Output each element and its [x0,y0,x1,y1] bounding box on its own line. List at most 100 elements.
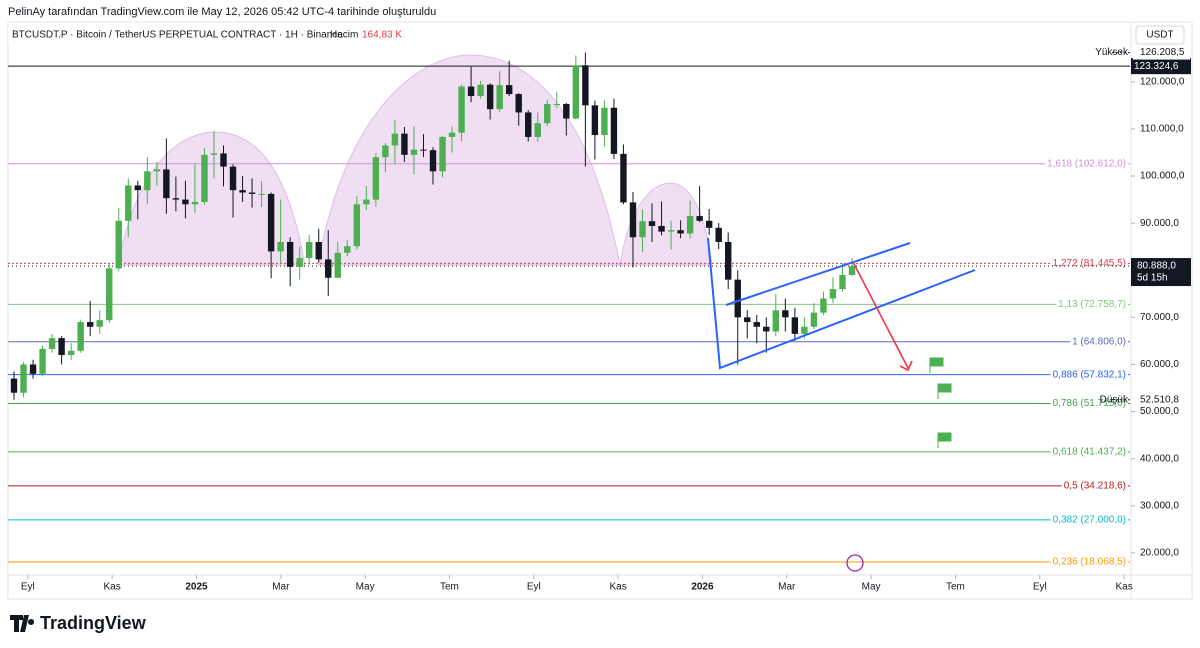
y-tick-label: 50.000,0 [1140,406,1179,417]
fib-group: 1,618 (102.612,0) 1,272 (81.445,5) 1,13 (7… [8,65,1130,568]
y-tick-label: 20.000,0 [1140,548,1179,559]
annotations [707,237,976,572]
candle-body [363,199,370,205]
candle-body [515,94,522,113]
candle-body [744,317,751,323]
candle-body [848,266,856,275]
x-tick-label: Kas [104,582,121,593]
fib-label: 1,13 (72.758,7) [1058,299,1126,310]
candle-body [353,204,361,247]
candle-body [829,289,837,299]
candle-body [382,145,389,158]
candle-body [401,133,408,155]
fib-label: 0,886 (57.832,1) [1053,369,1126,380]
fib-label: 1,618 (102.612,0) [1047,158,1126,169]
channel-upper [725,242,911,306]
high-marker-label: 126.208,5 [1140,47,1185,58]
fib-label: 0,618 (41.437,2) [1053,447,1126,458]
credit: PelinAy tarafından TradingView.com ile M… [8,6,436,18]
candle-body [229,166,237,191]
candle-body [134,185,141,191]
candle-body [544,103,551,124]
brand-logo [10,615,35,632]
candle-body [258,193,265,195]
fib-label-bg [1050,398,1128,410]
y-tick-label: 70.000,0 [1140,312,1179,323]
candle-body [839,274,846,290]
y-tick-label: 110.000,0 [1140,124,1184,135]
candle-body [505,85,513,95]
candle-body [296,257,303,267]
price-box [1131,258,1191,287]
y-tick-label: 30.000,0 [1140,500,1179,511]
candle-body [696,216,703,221]
high-marker-bg [1133,45,1190,60]
candle-body [325,259,332,278]
candle-body [286,241,294,267]
fib-label-bg [1045,158,1128,170]
candle-body [267,193,275,252]
candle-body [163,169,170,199]
candle-body [96,320,103,327]
axis-unit: USDT [1146,30,1173,41]
candle-body [629,202,637,238]
arrow-head [899,360,913,372]
y-tick-label: 40.000,0 [1140,453,1179,464]
volume: 164,83 K [362,30,402,41]
fib-label: 0,5 (34.218,6) [1064,481,1126,492]
y-tick-label: 100.000,0 [1140,171,1185,182]
low-marker-bg [1133,392,1190,407]
y-tick-label: 120.000,0 [1140,76,1185,87]
candle-body [372,157,380,200]
candle-body [467,86,475,96]
flag [937,383,952,393]
x-tick-label: Kas [610,582,627,593]
fib-label-bg [1050,514,1128,526]
candle-body [191,201,199,205]
candle-body [420,149,427,151]
symbol: BTCUSDT.P · Bitcoin / TetherUS PERPETUAL… [12,30,343,41]
event-icon[interactable] [846,554,864,572]
candle-body [782,310,789,318]
fib-label-bg [1056,298,1128,310]
candle-body [144,171,151,191]
candle-body [48,338,56,349]
candle-body [591,105,599,136]
candle-body [801,326,808,334]
y-tick-label: 90.000,0 [1140,218,1179,229]
fib-label-bg [1070,336,1128,348]
fib-label-bg [1050,446,1128,458]
candle-body [525,112,532,137]
flags [929,357,952,448]
candle-body [172,198,180,200]
candle-body [125,185,132,221]
candle-body [563,103,570,119]
candle-body [582,65,589,106]
last-price-label: 80.888,0 [1137,261,1176,272]
fib-label: 1,272 (81.445,5) [1053,258,1126,269]
high-marker-name: Yüksek [1095,47,1129,58]
price-box [1131,58,1191,75]
candle-body [601,107,608,136]
candle-body [620,153,627,203]
x-tick-label: Mar [272,582,290,593]
candle-body [667,230,675,232]
x-tick-label: Mar [778,582,796,593]
candles [10,52,856,400]
unit-box[interactable] [1135,25,1185,45]
axis-labels: 120.000,0 110.000,0 100.000,0 90.000,0 70.00… [21,45,1191,593]
fib-label: 1 (64.806,0) [1072,336,1126,347]
flag [937,432,952,442]
x-tick-label: Tem [440,582,459,593]
candle-body [220,153,227,167]
candle-body [477,84,484,96]
flag [929,357,944,367]
candle-body [572,65,580,119]
fib-label-bg [1050,369,1128,381]
candle-body [201,154,208,202]
candle-body [648,221,656,226]
candle-body [677,230,684,234]
candle-body [20,364,27,393]
x-tick-label: 2026 [691,582,714,593]
